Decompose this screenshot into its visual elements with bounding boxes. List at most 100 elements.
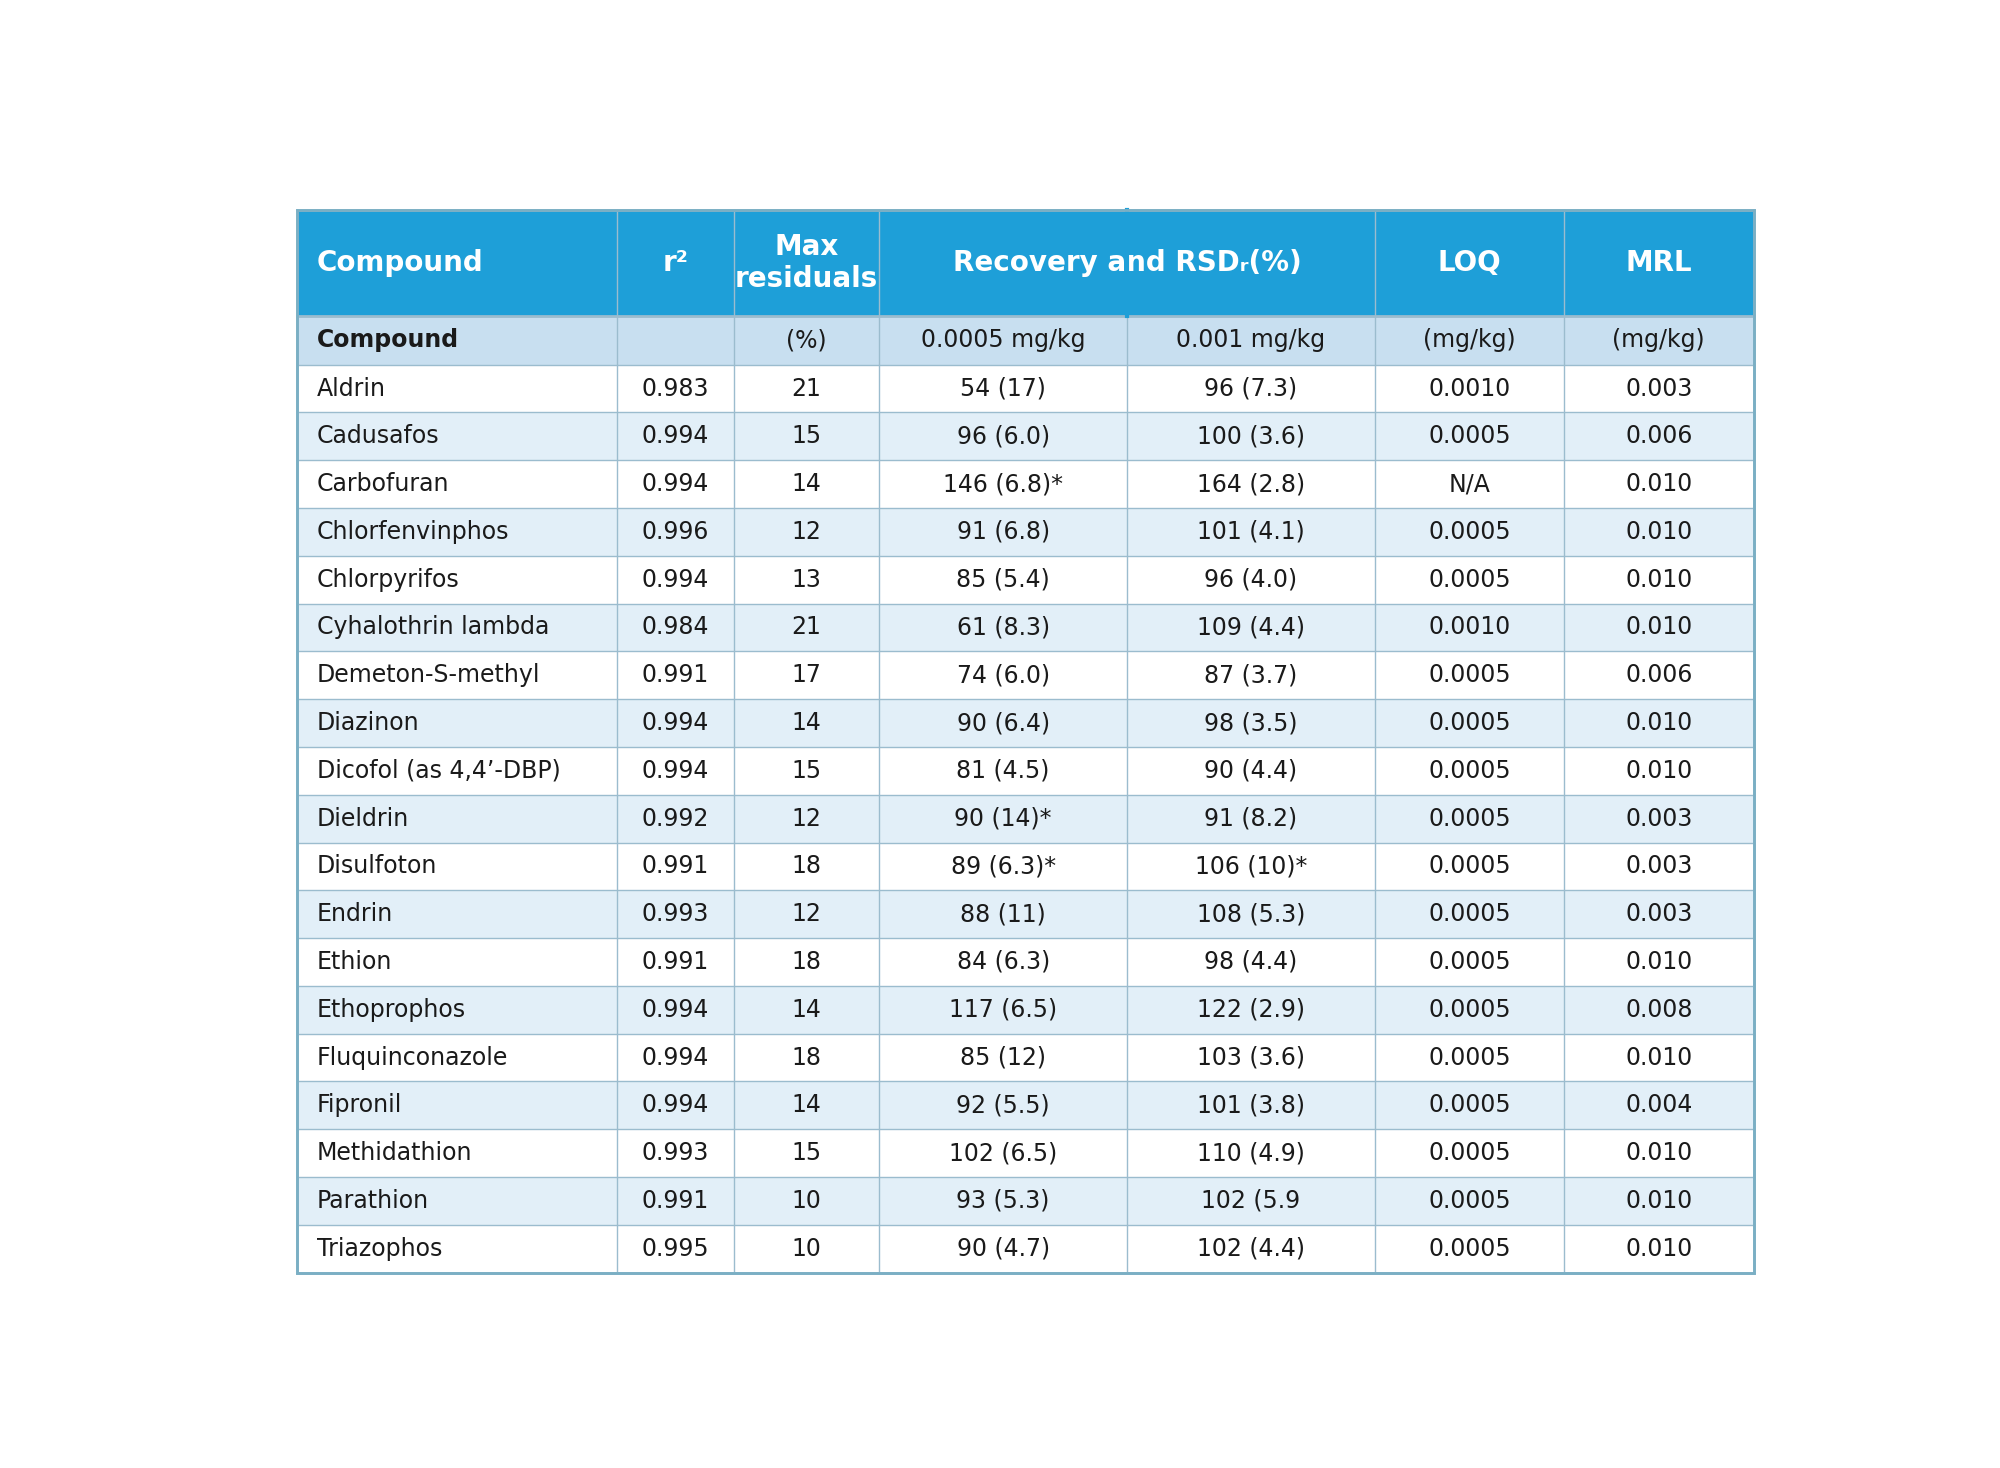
Bar	[1126, 1033, 1374, 1082]
Bar	[618, 508, 734, 556]
Text: 122 (2.9): 122 (2.9)	[1196, 998, 1304, 1022]
Text: 0.010: 0.010	[1626, 1236, 1692, 1261]
Text: 0.0005: 0.0005	[1428, 806, 1510, 831]
Bar	[296, 1224, 618, 1273]
Bar	[296, 794, 618, 843]
Bar	[1126, 508, 1374, 556]
Bar	[1564, 747, 1754, 794]
Text: 91 (8.2): 91 (8.2)	[1204, 806, 1298, 831]
Text: Methidathion: Methidathion	[316, 1141, 472, 1166]
Bar	[1564, 843, 1754, 890]
Bar	[880, 508, 1126, 556]
Text: 101 (4.1): 101 (4.1)	[1196, 520, 1304, 543]
Text: 0.984: 0.984	[642, 615, 710, 640]
Bar	[880, 556, 1126, 603]
Text: 0.0005: 0.0005	[1428, 711, 1510, 735]
Bar	[618, 652, 734, 699]
Text: 0.010: 0.010	[1626, 520, 1692, 543]
Bar	[1126, 1177, 1374, 1224]
Text: (mg/kg): (mg/kg)	[1612, 329, 1706, 352]
Bar	[1564, 556, 1754, 603]
Bar	[734, 1129, 880, 1177]
Text: 90 (14)*: 90 (14)*	[954, 806, 1052, 831]
Text: 10: 10	[792, 1236, 822, 1261]
Text: 14: 14	[792, 1094, 822, 1117]
Bar	[296, 459, 618, 508]
Text: 0.993: 0.993	[642, 903, 710, 926]
Text: 0.0005: 0.0005	[1428, 1094, 1510, 1117]
Bar	[1374, 938, 1564, 986]
Text: 164 (2.8): 164 (2.8)	[1196, 473, 1304, 496]
Text: 96 (4.0): 96 (4.0)	[1204, 568, 1298, 592]
Bar	[296, 556, 618, 603]
Text: 61 (8.3): 61 (8.3)	[956, 615, 1050, 640]
Bar	[1126, 413, 1374, 459]
Bar	[1564, 413, 1754, 459]
Bar	[1374, 747, 1564, 794]
Bar	[296, 699, 618, 747]
Text: Compound: Compound	[316, 329, 458, 352]
Bar	[1374, 986, 1564, 1033]
Text: 0.0005 mg/kg: 0.0005 mg/kg	[920, 329, 1086, 352]
Bar	[1564, 699, 1754, 747]
Bar	[618, 794, 734, 843]
Bar	[734, 210, 880, 316]
Bar	[1564, 890, 1754, 938]
Text: 0.0005: 0.0005	[1428, 1236, 1510, 1261]
Text: 0.994: 0.994	[642, 711, 710, 735]
Bar	[880, 938, 1126, 986]
Bar	[880, 413, 1126, 459]
Text: Max
residuals: Max residuals	[734, 233, 878, 294]
Text: 17: 17	[792, 664, 822, 687]
Text: 0.994: 0.994	[642, 568, 710, 592]
Text: 0.010: 0.010	[1626, 759, 1692, 782]
Bar	[296, 1033, 618, 1082]
Bar	[1564, 1082, 1754, 1129]
Text: N/A: N/A	[1448, 473, 1490, 496]
Bar	[1374, 508, 1564, 556]
Bar	[618, 938, 734, 986]
Bar	[296, 938, 618, 986]
Text: 0.004: 0.004	[1626, 1094, 1692, 1117]
Text: 14: 14	[792, 711, 822, 735]
Bar	[1564, 1177, 1754, 1224]
Text: 0.991: 0.991	[642, 664, 708, 687]
Text: 0.010: 0.010	[1626, 1189, 1692, 1213]
Bar	[1374, 364, 1564, 413]
Text: 0.994: 0.994	[642, 1045, 710, 1070]
Bar	[734, 316, 880, 364]
Bar	[1374, 210, 1564, 316]
Text: Carbofuran: Carbofuran	[316, 473, 450, 496]
Text: Ethoprophos: Ethoprophos	[316, 998, 466, 1022]
Text: 89 (6.3)*: 89 (6.3)*	[950, 854, 1056, 878]
Bar	[296, 1177, 618, 1224]
Bar	[296, 316, 618, 364]
Text: 0.993: 0.993	[642, 1141, 710, 1166]
Text: 0.0005: 0.0005	[1428, 520, 1510, 543]
Text: 0.0005: 0.0005	[1428, 1045, 1510, 1070]
Bar	[734, 843, 880, 890]
Bar	[1564, 938, 1754, 986]
Text: 0.994: 0.994	[642, 998, 710, 1022]
Text: 0.0005: 0.0005	[1428, 424, 1510, 448]
Text: 0.0005: 0.0005	[1428, 903, 1510, 926]
Text: 92 (5.5): 92 (5.5)	[956, 1094, 1050, 1117]
Text: 90 (4.7): 90 (4.7)	[956, 1236, 1050, 1261]
Bar	[296, 364, 618, 413]
Bar	[880, 210, 1374, 316]
Text: 96 (7.3): 96 (7.3)	[1204, 376, 1298, 401]
Text: Demeton-S-methyl: Demeton-S-methyl	[316, 664, 540, 687]
Text: 0.006: 0.006	[1626, 664, 1692, 687]
Bar	[618, 890, 734, 938]
Text: 106 (10)*: 106 (10)*	[1194, 854, 1308, 878]
Text: 15: 15	[792, 424, 822, 448]
Text: 90 (4.4): 90 (4.4)	[1204, 759, 1298, 782]
Bar	[734, 699, 880, 747]
Text: 12: 12	[792, 806, 822, 831]
Bar	[880, 794, 1126, 843]
Bar	[1126, 699, 1374, 747]
Text: 98 (4.4): 98 (4.4)	[1204, 950, 1298, 973]
Bar	[1126, 1082, 1374, 1129]
Text: 0.0005: 0.0005	[1428, 1189, 1510, 1213]
Text: Aldrin: Aldrin	[316, 376, 386, 401]
